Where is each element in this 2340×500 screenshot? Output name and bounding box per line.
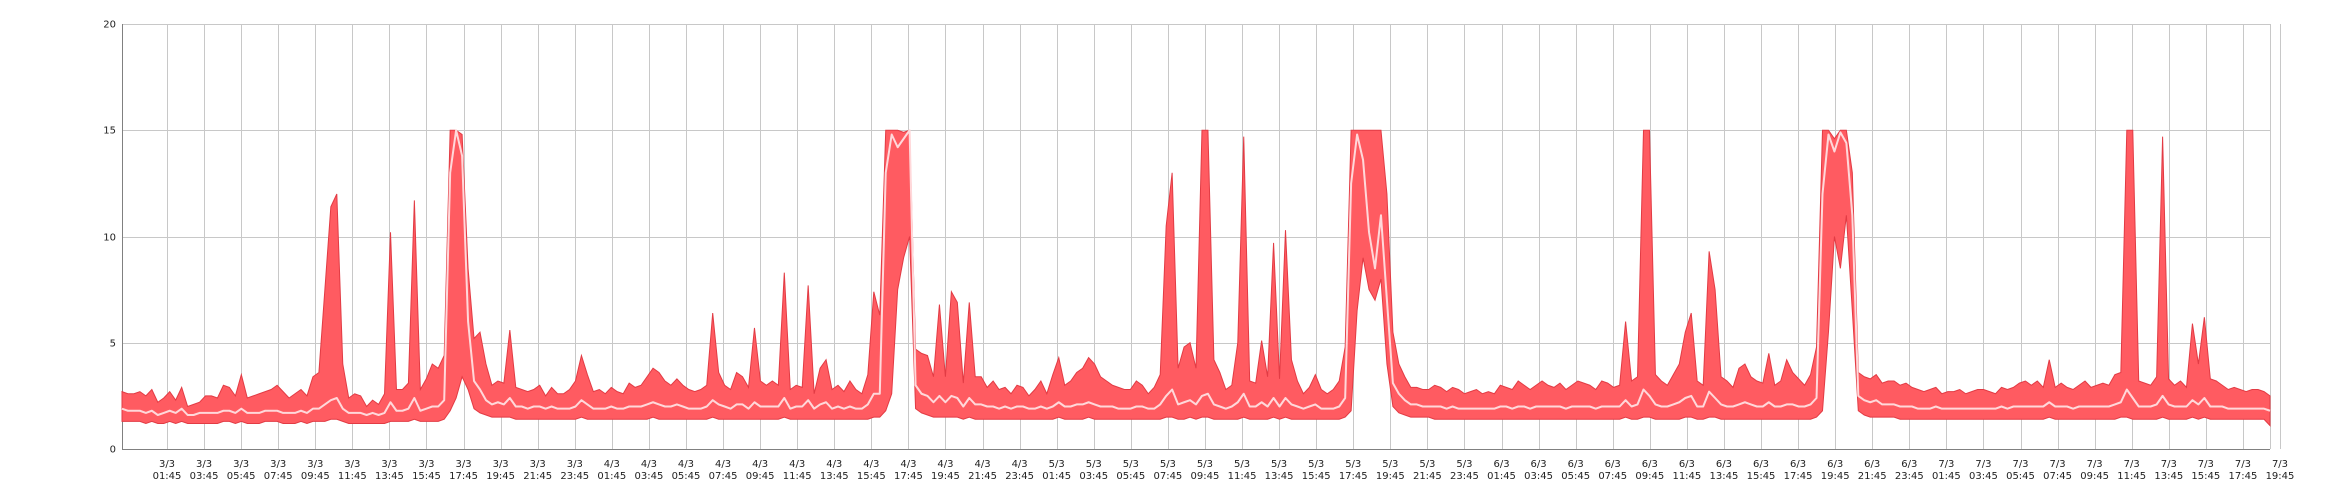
x-tick-label: 3/3 11:45 (338, 459, 367, 482)
x-tick-label: 4/3 15:45 (857, 459, 886, 482)
x-tick-label: 6/3 03:45 (1524, 459, 1553, 482)
x-tick-label: 7/3 13:45 (2154, 459, 2183, 482)
x-tick-label: 7/3 17:45 (2229, 459, 2258, 482)
x-tick-label: 5/3 15:45 (1302, 459, 1331, 482)
y-tick-label: 20 (103, 20, 116, 31)
x-tick-label: 4/3 21:45 (968, 459, 997, 482)
x-tick-label: 5/3 01:45 (1042, 459, 1071, 482)
x-tick-label: 5/3 05:45 (1116, 459, 1145, 482)
x-tick-label: 7/3 03:45 (1969, 459, 1998, 482)
x-tick-label: 6/3 09:45 (1635, 459, 1664, 482)
x-tick-label: 4/3 19:45 (931, 459, 960, 482)
y-tick-label: 10 (103, 233, 116, 244)
x-tick-label: 5/3 19:45 (1376, 459, 1405, 482)
x-tick-label: 7/3 11:45 (2117, 459, 2146, 482)
x-tick-label: 5/3 07:45 (1153, 459, 1182, 482)
x-tick-label: 6/3 17:45 (1784, 459, 1813, 482)
series-layer (121, 129, 2271, 427)
x-tick-label: 7/3 15:45 (2191, 459, 2220, 482)
x-tick-label: 7/3 09:45 (2080, 459, 2109, 482)
x-tick-label: 4/3 03:45 (634, 459, 663, 482)
x-tick-label: 7/3 05:45 (2006, 459, 2035, 482)
label-layer: 0 5 10 15 20 3/3 01:45 3/3 03:45 3/3 05:45 3/3 07:45… (103, 20, 2294, 483)
x-tick-label: 3/3 15:45 (412, 459, 441, 482)
x-tick-label: 4/3 07:45 (709, 459, 738, 482)
x-tick-label: 3/3 09:45 (301, 459, 330, 482)
x-tick-label: 5/3 11:45 (1228, 459, 1257, 482)
x-tick-label: 6/3 05:45 (1561, 459, 1590, 482)
x-tick-label: 3/3 01:45 (153, 459, 182, 482)
y-tick-label: 0 (110, 445, 116, 456)
x-tick-label: 5/3 13:45 (1265, 459, 1294, 482)
x-tick-label: 6/3 13:45 (1710, 459, 1739, 482)
x-tick-label: 5/3 09:45 (1191, 459, 1220, 482)
x-tick-label: 3/3 03:45 (190, 459, 219, 482)
x-tick-label: 4/3 09:45 (746, 459, 775, 482)
x-tick-label: 7/3 01:45 (1932, 459, 1961, 482)
y-tick-label: 5 (110, 339, 116, 350)
x-tick-label: 6/3 15:45 (1747, 459, 1776, 482)
x-tick-label: 6/3 11:45 (1672, 459, 1701, 482)
x-tick-label: 7/3 19:45 (2266, 459, 2295, 482)
x-tick-label: 3/3 05:45 (227, 459, 256, 482)
x-tick-label: 4/3 11:45 (783, 459, 812, 482)
x-tick-label: 7/3 07:45 (2043, 459, 2072, 482)
range-area (121, 129, 2271, 427)
x-tick-label: 5/3 17:45 (1339, 459, 1368, 482)
x-tick-label: 5/3 21:45 (1413, 459, 1442, 482)
y-tick-label: 15 (103, 126, 116, 137)
x-tick-label: 6/3 23:45 (1895, 459, 1924, 482)
x-tick-label: 3/3 17:45 (449, 459, 478, 482)
x-tick-label: 3/3 07:45 (264, 459, 293, 482)
x-tick-label: 3/3 13:45 (375, 459, 404, 482)
x-tick-label: 5/3 03:45 (1079, 459, 1108, 482)
x-tick-label: 3/3 21:45 (523, 459, 552, 482)
x-tick-label: 4/3 13:45 (820, 459, 849, 482)
median-line (121, 129, 2271, 416)
axis-layer (122, 24, 2271, 450)
x-tick-label: 6/3 21:45 (1858, 459, 1887, 482)
x-tick-label: 4/3 05:45 (672, 459, 701, 482)
x-tick-label: 3/3 23:45 (560, 459, 589, 482)
x-tick-label: 5/3 23:45 (1450, 459, 1479, 482)
x-tick-label: 6/3 01:45 (1487, 459, 1516, 482)
x-tick-label: 6/3 07:45 (1598, 459, 1627, 482)
x-tick-label: 3/3 19:45 (486, 459, 515, 482)
x-tick-label: 6/3 19:45 (1821, 459, 1850, 482)
x-tick-label: 4/3 17:45 (894, 459, 923, 482)
x-tick-label: 4/3 01:45 (597, 459, 626, 482)
x-tick-label: 4/3 23:45 (1005, 459, 1034, 482)
